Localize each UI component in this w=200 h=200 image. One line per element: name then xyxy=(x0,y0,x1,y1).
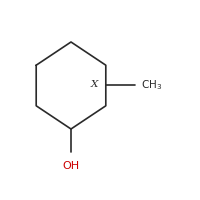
Text: CH$_3$: CH$_3$ xyxy=(141,78,162,92)
Text: OH: OH xyxy=(62,161,80,171)
Text: X: X xyxy=(91,80,98,89)
